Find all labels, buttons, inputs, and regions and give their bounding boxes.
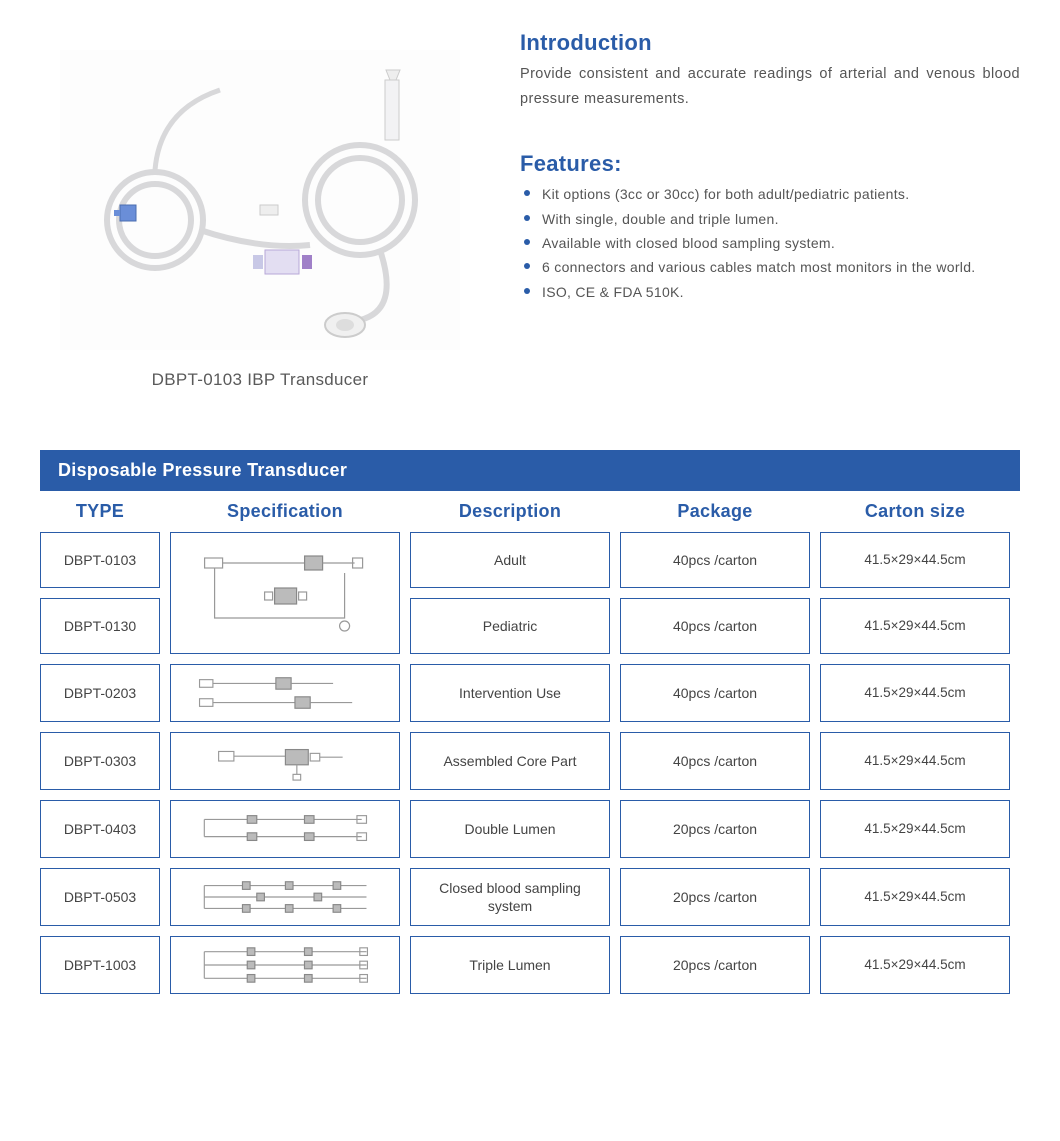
feature-item: Kit options (3cc or 30cc) for both adult… [524,183,1020,205]
cell-spec [170,868,400,926]
cell-spec [170,664,400,722]
product-caption: DBPT-0103 IBP Transducer [152,370,369,390]
cell-size: 41.5×29×44.5cm [820,732,1010,790]
top-section: DBPT-0103 IBP Transducer Introduction Pr… [40,30,1020,390]
col-header-type: TYPE [40,501,160,522]
feature-item: Available with closed blood sampling sys… [524,232,1020,254]
intro-heading: Introduction [520,30,1020,56]
cell-size: 41.5×29×44.5cm [820,868,1010,926]
cell-spec [170,732,400,790]
spec-table-section: Disposable Pressure Transducer TYPE Spec… [40,450,1020,994]
spec-diagram-icon [190,671,381,715]
cell-desc: Double Lumen [410,800,610,858]
cell-spec [170,800,400,858]
table-row: DBPT-0503 Closed blood sampling system 2… [40,868,1020,926]
feature-item: 6 connectors and various cables match mo… [524,256,1020,278]
features-list: Kit options (3cc or 30cc) for both adult… [520,183,1020,303]
col-header-size: Carton size [820,501,1010,522]
product-image-column: DBPT-0103 IBP Transducer [40,30,480,390]
cell-pkg: 20pcs /carton [620,868,810,926]
cell-pkg: 40pcs /carton [620,664,810,722]
cell-pkg: 40pcs /carton [620,532,810,588]
table-row: DBPT-1003 Triple Lumen 20pcs /carton 41.… [40,936,1020,994]
cell-desc: Triple Lumen [410,936,610,994]
cell-desc: Adult [410,532,610,588]
cell-spec [170,532,400,654]
cell-type: DBPT-0130 [40,598,160,654]
cell-size: 41.5×29×44.5cm [820,664,1010,722]
col-header-pkg: Package [620,501,810,522]
spec-diagram-icon [182,548,387,638]
product-image [60,50,460,350]
spec-table: TYPE Specification Description Package C… [40,493,1020,994]
cell-type: DBPT-0303 [40,732,160,790]
col-header-desc: Description [410,501,610,522]
table-title: Disposable Pressure Transducer [40,450,1020,491]
cell-pkg: 40pcs /carton [620,598,810,654]
cell-desc: Assembled Core Part [410,732,610,790]
table-header-row: TYPE Specification Description Package C… [40,493,1020,532]
table-row: DBPT-0403 Double Lumen 20pcs /carton 41.… [40,800,1020,858]
spec-diagram-icon [190,807,381,851]
cell-type: DBPT-1003 [40,936,160,994]
cell-type: DBPT-0103 [40,532,160,588]
cell-pkg: 40pcs /carton [620,732,810,790]
cell-type: DBPT-0203 [40,664,160,722]
spec-diagram-icon [190,943,381,987]
cell-spec [170,936,400,994]
spec-diagram-icon [190,875,381,919]
intro-text: Provide consistent and accurate readings… [520,62,1020,111]
cell-type: DBPT-0403 [40,800,160,858]
col-header-spec: Specification [170,501,400,522]
table-row: DBPT-0103 DBPT-0130 [40,532,1020,654]
cell-size: 41.5×29×44.5cm [820,598,1010,654]
cell-desc: Pediatric [410,598,610,654]
cell-size: 41.5×29×44.5cm [820,532,1010,588]
feature-item: With single, double and triple lumen. [524,208,1020,230]
table-row: DBPT-0203 Intervention Use 40pcs /carton… [40,664,1020,722]
cell-desc: Closed blood sampling system [410,868,610,926]
table-row: DBPT-0303 Assembled Core Part 40pcs /car… [40,732,1020,790]
cell-type: DBPT-0503 [40,868,160,926]
features-heading: Features: [520,151,1020,177]
cell-pkg: 20pcs /carton [620,800,810,858]
info-column: Introduction Provide consistent and accu… [520,30,1020,390]
cell-size: 41.5×29×44.5cm [820,800,1010,858]
feature-item: ISO, CE & FDA 510K. [524,281,1020,303]
cell-pkg: 20pcs /carton [620,936,810,994]
cell-desc: Intervention Use [410,664,610,722]
spec-diagram-icon [190,739,381,783]
cell-size: 41.5×29×44.5cm [820,936,1010,994]
